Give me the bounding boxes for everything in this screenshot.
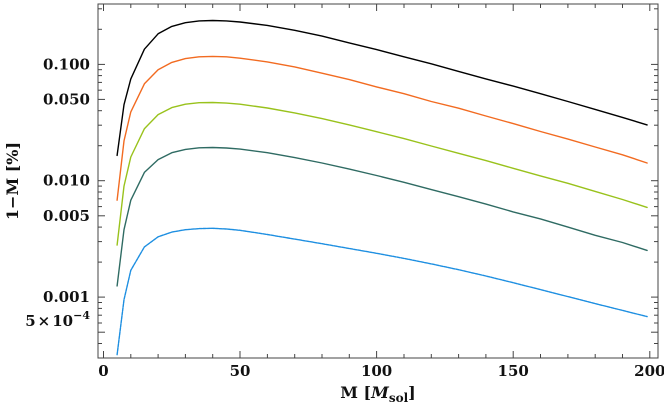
series-layer [116, 19, 648, 356]
x-axis-title-unit: M [370, 383, 390, 402]
series-line-2 [116, 55, 648, 201]
y-tick-label: 0.001 [43, 288, 90, 306]
x-axis-title: M [Msol] [340, 383, 415, 404]
series-line-3 [116, 101, 648, 246]
plot-frame [97, 3, 659, 359]
y-tick-5e-4-times: × [38, 312, 51, 330]
y-tick-label: 0.005 [43, 207, 90, 225]
series-line-5 [116, 227, 648, 356]
x-tick-label: 50 [230, 362, 251, 380]
x-axis-title-main: M [340, 383, 358, 402]
x-axis-title-unit-subscript: sol [389, 391, 409, 404]
y-tick-5e-4-mantissa: 5 [25, 312, 35, 330]
series-line-1 [116, 19, 648, 157]
x-tick-label: 0 [98, 362, 108, 380]
y-axis-title: 1−M [%] [3, 142, 22, 220]
x-tick-label: 150 [498, 362, 529, 380]
y-tick-5e-4-exponent: −4 [73, 309, 90, 322]
x-axis-ticks [103, 4, 651, 358]
x-axis-title-bracket: ] [408, 383, 416, 402]
series-line-4 [116, 146, 648, 287]
y-tick-label: 0.100 [43, 55, 90, 73]
y-tick-label: 0.050 [43, 90, 90, 108]
y-tick-5e-4-base: 10 [52, 312, 73, 330]
y-axis-ticks [98, 8, 658, 359]
y-tick-label-5e-4: 5 × 10−4 [25, 309, 90, 330]
y-axis-tick-labels: 0.100 0.050 0.010 0.005 0.001 [43, 55, 90, 306]
x-tick-label: 100 [361, 362, 392, 380]
x-tick-label: 200 [634, 362, 664, 380]
x-axis-tick-labels: 0 50 100 150 200 [98, 362, 664, 380]
y-tick-label: 0.010 [43, 172, 90, 190]
